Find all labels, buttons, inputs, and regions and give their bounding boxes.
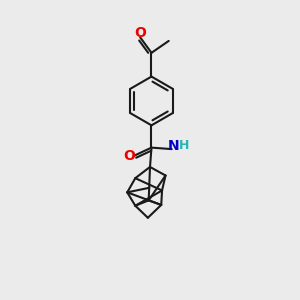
Text: O: O [134,26,146,40]
Text: O: O [123,149,135,163]
Text: N: N [168,139,180,152]
Text: H: H [179,139,189,152]
